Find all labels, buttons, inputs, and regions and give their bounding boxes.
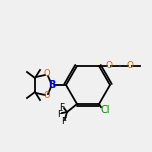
Text: O: O <box>44 92 50 100</box>
Text: F: F <box>59 103 65 112</box>
Text: B: B <box>48 80 56 90</box>
Text: O: O <box>44 69 50 78</box>
Text: O: O <box>126 61 133 70</box>
Text: F: F <box>57 110 63 119</box>
Text: Cl: Cl <box>100 105 110 115</box>
Text: F: F <box>61 117 67 126</box>
Text: O: O <box>105 61 112 70</box>
